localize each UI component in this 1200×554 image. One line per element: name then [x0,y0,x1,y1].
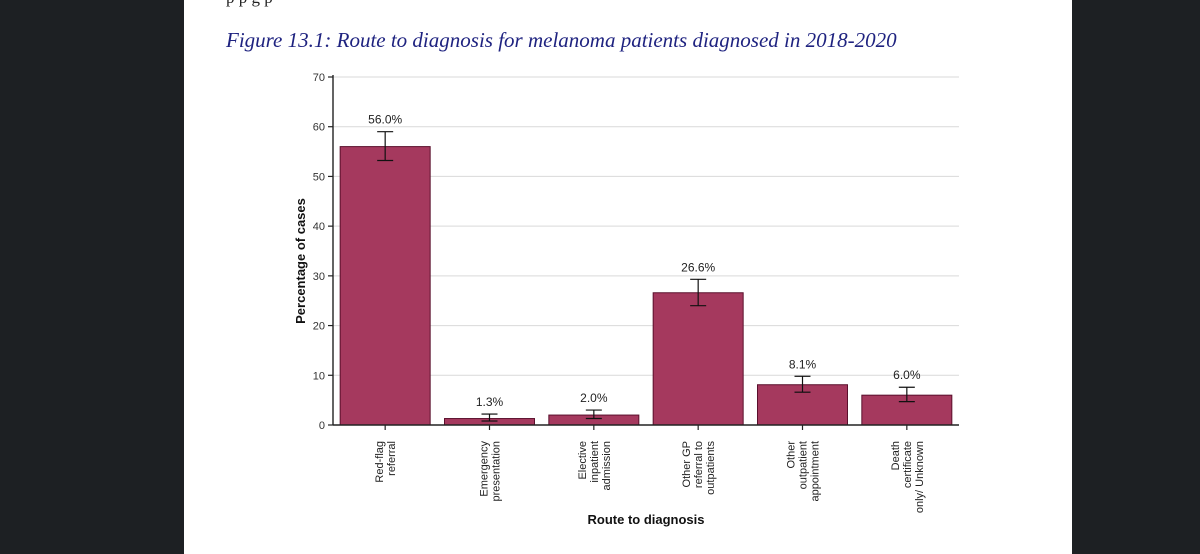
category-label: Other outpatient appointment [786,441,822,502]
y-tick-label: 50 [313,171,325,183]
cut-off-text-line: p p g p [226,0,273,8]
y-tick-label: 0 [319,420,325,432]
category-label-line: presentation [491,441,503,502]
y-tick-label: 10 [313,370,325,382]
category-label-line: inpatient [589,441,601,483]
y-tick-label: 20 [313,321,325,333]
category-label-line: referral [386,441,398,476]
category-label-line: Other GP [681,441,693,487]
category-label-line: only/ Unknown [914,441,926,513]
data-label: 2.0% [580,391,608,405]
category-label: Red-flag referral [374,441,398,483]
data-label: 1.3% [476,395,504,409]
bar-chart: 0 10 20 30 40 50 60 70 56.0% Red-flag referral 1.3%… [293,72,959,527]
y-tick-label: 40 [313,221,325,233]
category-label: Other GP referral to outpatients [681,441,717,495]
category-label: Death certificate only/ Unknown [890,441,926,513]
category-label-line: referral to [693,441,705,488]
figure-caption: Figure 13.1: Route to diagnosis for mela… [226,28,897,52]
y-axis-title: Percentage of cases [293,198,308,324]
category-label-line: Elective [577,441,589,480]
category-label-line: Other [786,441,798,469]
category-label-line: outpatient [798,441,810,489]
category-label-line: Red-flag [374,441,386,483]
y-tick-label: 70 [313,72,325,84]
category-label-line: certificate [902,441,914,488]
category-label: Emergency presentation [479,441,503,502]
category-label-line: outpatients [705,441,717,495]
document-page: p p g p Figure 13.1: Route to diagnosis … [184,0,1072,554]
data-label: 8.1% [789,357,817,371]
y-tick-label: 30 [313,271,325,283]
category-label-line: admission [601,441,613,491]
x-axis-title: Route to diagnosis [588,512,705,527]
bar [652,292,744,426]
data-label: 6.0% [893,368,921,382]
category-label-line: Death [890,441,902,470]
data-label: 56.0% [368,113,402,127]
category-label-line: Emergency [479,441,491,497]
category-label: Elective inpatient admission [577,441,613,491]
category-label-line: appointment [810,441,822,502]
y-tick-label: 60 [313,122,325,134]
bar [339,146,431,426]
data-label: 26.6% [681,260,715,274]
